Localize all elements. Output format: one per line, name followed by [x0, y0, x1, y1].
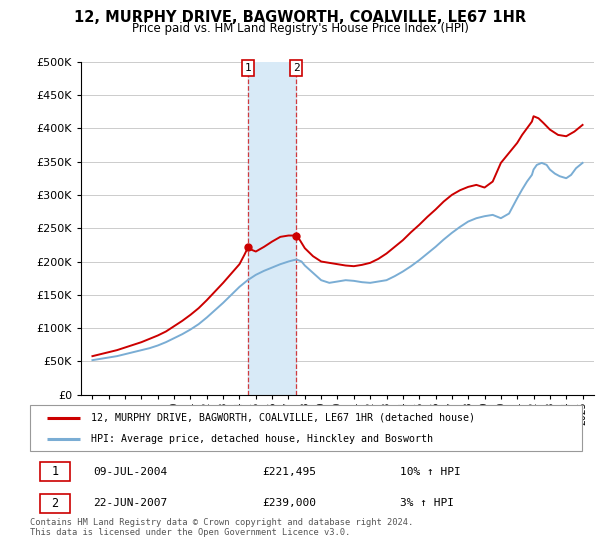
Text: £221,495: £221,495: [262, 466, 316, 477]
Bar: [248, 62, 296, 395]
Text: HPI: Average price, detached house, Hinckley and Bosworth: HPI: Average price, detached house, Hinc…: [91, 435, 433, 444]
Text: 12, MURPHY DRIVE, BAGWORTH, COALVILLE, LE67 1HR: 12, MURPHY DRIVE, BAGWORTH, COALVILLE, L…: [74, 10, 526, 25]
Text: 10% ↑ HPI: 10% ↑ HPI: [400, 466, 461, 477]
FancyBboxPatch shape: [30, 405, 582, 451]
Text: 3% ↑ HPI: 3% ↑ HPI: [400, 498, 454, 508]
Text: 1: 1: [245, 63, 251, 73]
Text: Price paid vs. HM Land Registry's House Price Index (HPI): Price paid vs. HM Land Registry's House …: [131, 22, 469, 35]
Text: 09-JUL-2004: 09-JUL-2004: [94, 466, 168, 477]
Text: 1: 1: [51, 465, 58, 478]
Text: 22-JUN-2007: 22-JUN-2007: [94, 498, 168, 508]
Text: 2: 2: [51, 497, 58, 510]
Text: £239,000: £239,000: [262, 498, 316, 508]
Text: 12, MURPHY DRIVE, BAGWORTH, COALVILLE, LE67 1HR (detached house): 12, MURPHY DRIVE, BAGWORTH, COALVILLE, L…: [91, 413, 475, 423]
FancyBboxPatch shape: [40, 494, 70, 513]
Text: 2: 2: [293, 63, 299, 73]
Text: Contains HM Land Registry data © Crown copyright and database right 2024.
This d: Contains HM Land Registry data © Crown c…: [30, 518, 413, 538]
FancyBboxPatch shape: [40, 462, 70, 482]
